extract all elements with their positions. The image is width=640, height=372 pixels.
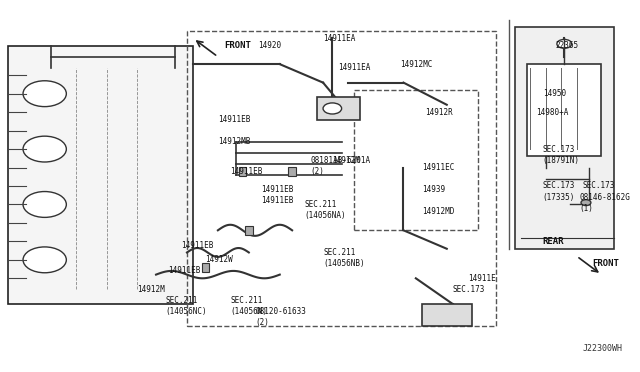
Text: 14911EB: 14911EB <box>261 185 294 194</box>
Bar <box>422 304 472 326</box>
Text: 14912R: 14912R <box>425 108 453 117</box>
Text: (2): (2) <box>255 318 269 327</box>
Text: (14056N): (14056N) <box>230 307 268 316</box>
Bar <box>245 226 253 235</box>
Bar <box>289 167 296 176</box>
Text: (2): (2) <box>310 167 324 176</box>
Circle shape <box>23 192 67 217</box>
Text: 14911EB: 14911EB <box>168 266 201 275</box>
Text: 14911EA: 14911EA <box>323 34 355 43</box>
Text: J22300WH: J22300WH <box>583 344 623 353</box>
Text: 14911E: 14911E <box>468 274 496 283</box>
Text: 14912MD: 14912MD <box>422 207 454 217</box>
Text: SEC.173: SEC.173 <box>453 285 485 294</box>
Text: 14911EB: 14911EB <box>230 167 262 176</box>
Circle shape <box>557 39 572 48</box>
Bar <box>354 90 477 230</box>
Text: 08146-8162G: 08146-8162G <box>580 193 630 202</box>
Text: REAR: REAR <box>543 237 564 246</box>
Text: 14911EB: 14911EB <box>180 241 213 250</box>
Text: (14056NA): (14056NA) <box>305 211 346 220</box>
Text: 14911EB: 14911EB <box>261 196 294 205</box>
Text: 08120-61633: 08120-61633 <box>255 307 306 316</box>
Text: 08181AB-6201A: 08181AB-6201A <box>310 155 371 165</box>
Circle shape <box>23 136 67 162</box>
Text: SEC.211: SEC.211 <box>165 296 198 305</box>
Text: SEC.211: SEC.211 <box>230 296 262 305</box>
Text: 14920: 14920 <box>258 41 281 50</box>
Text: 22365: 22365 <box>555 41 578 50</box>
Bar <box>515 27 614 249</box>
Bar <box>527 64 602 157</box>
Text: 14939: 14939 <box>422 185 445 194</box>
Text: 14912MC: 14912MC <box>401 60 433 69</box>
Text: SEC.211: SEC.211 <box>305 200 337 209</box>
Bar <box>8 46 193 304</box>
Text: (1): (1) <box>580 203 594 213</box>
Text: 14911EA: 14911EA <box>339 63 371 72</box>
Circle shape <box>23 81 67 107</box>
Text: 14911EC: 14911EC <box>422 163 454 172</box>
Text: 14911EB: 14911EB <box>218 115 250 124</box>
Text: 14912M: 14912M <box>138 285 165 294</box>
Text: SEC.211: SEC.211 <box>323 248 355 257</box>
Text: (14056NB): (14056NB) <box>323 259 365 268</box>
Text: 14912M: 14912M <box>332 155 360 165</box>
Text: 14980+A: 14980+A <box>536 108 569 117</box>
Circle shape <box>323 103 342 114</box>
Text: SEC.173: SEC.173 <box>583 182 615 190</box>
Text: (14056NC): (14056NC) <box>165 307 207 316</box>
Text: (17335): (17335) <box>543 193 575 202</box>
Bar <box>187 31 496 326</box>
Text: FRONT: FRONT <box>592 259 619 268</box>
Text: 14912MB: 14912MB <box>218 137 250 146</box>
Text: 14950: 14950 <box>543 89 566 98</box>
Circle shape <box>581 200 591 206</box>
Text: (18791N): (18791N) <box>543 155 580 165</box>
Text: 14912W: 14912W <box>205 255 233 264</box>
Bar <box>239 167 246 176</box>
Bar <box>317 97 360 119</box>
Text: FRONT: FRONT <box>224 41 251 50</box>
Text: SEC.173: SEC.173 <box>543 145 575 154</box>
Circle shape <box>23 247 67 273</box>
Bar <box>202 263 209 272</box>
Text: SEC.173: SEC.173 <box>543 182 575 190</box>
